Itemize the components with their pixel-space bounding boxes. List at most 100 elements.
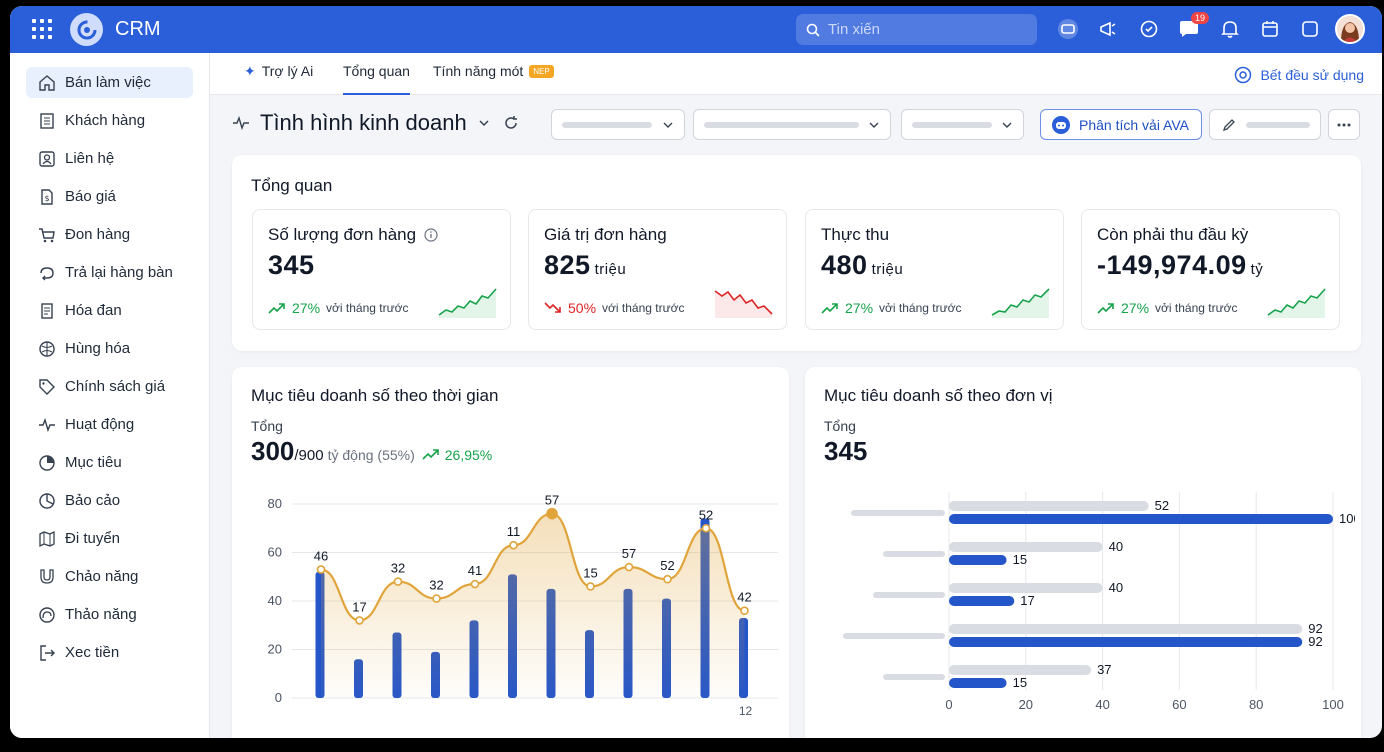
analyze-ava-button[interactable]: Phân tích vải AVA (1040, 109, 1202, 140)
kpi-card-orders[interactable]: Số lượng đơn hàng 345 27% vởi tháng trướ… (252, 209, 511, 330)
data-label: 15 (583, 565, 597, 580)
kpi-unit: triệu (871, 261, 904, 278)
filter-dropdown-3[interactable] (901, 109, 1024, 140)
data-label: 57 (622, 546, 636, 561)
refresh-icon[interactable] (503, 115, 519, 131)
pulse-icon (233, 115, 249, 131)
kpi-card-order-value[interactable]: Giá trị đơn hàng 825 triệu 50% với tháng … (528, 209, 787, 330)
total-value: 300 (251, 436, 295, 466)
sidebar-item-label: Xec tiền (65, 644, 120, 661)
unit-chart-title: Mục tiêu doanh số theo đơn vị (824, 386, 1053, 405)
sidebar-item-invoices[interactable]: Hóa đan (26, 295, 193, 326)
tab-overview[interactable]: Tổng quan (343, 63, 410, 95)
chevron-down-icon (1002, 122, 1012, 128)
sparkline (438, 288, 497, 318)
sidebar-item-label: Trả lại hàng bàn (65, 264, 173, 281)
data-point (470, 579, 480, 589)
sidebar-item-leads[interactable]: Chảo năng (26, 561, 193, 592)
sidebar-item-workspace[interactable]: Bán làm việc (26, 67, 193, 98)
sidebar-item-label: Huạt động (65, 416, 135, 433)
home-icon (39, 74, 55, 91)
kpi-compare: với tháng trước (602, 301, 685, 315)
kpi-value: 825 triệu (544, 250, 626, 281)
sidebar-item-orders[interactable]: Đon hàng (26, 219, 193, 250)
chevron-down-icon[interactable] (477, 116, 491, 130)
kpi-card-collected[interactable]: Thực thu 480 triệu 27% vởi tháng trước (805, 209, 1064, 330)
tab-label: Trợ lý Ai (261, 63, 314, 79)
data-label: 41 (468, 563, 482, 578)
more-button[interactable] (1328, 109, 1360, 140)
avatar[interactable] (1335, 14, 1365, 44)
search-input[interactable] (828, 21, 1018, 38)
data-point (432, 594, 441, 603)
kpi-percent: 27% (1121, 300, 1150, 316)
logout-icon (40, 644, 55, 661)
logo-icon[interactable] (70, 13, 103, 46)
x-tick-label: 0 (945, 697, 952, 712)
sidebar-item-reports[interactable]: Bảo cảo (26, 485, 193, 516)
window-icon[interactable] (1298, 17, 1322, 41)
actual-bar (949, 596, 1015, 606)
sidebar-item-label: Bán làm việc (65, 74, 151, 91)
filter-dropdown-1[interactable] (551, 109, 685, 140)
sidebar-item-customers[interactable]: Khách hàng (26, 105, 193, 136)
tab-ai-assistant[interactable]: ✦ Trợ lý Ai (244, 63, 313, 95)
edit-button[interactable] (1209, 109, 1321, 140)
actual-label: 100 (1339, 511, 1355, 526)
app-grid-icon[interactable] (32, 19, 52, 39)
data-point (393, 577, 403, 586)
sidebar-item-returns[interactable]: Trả lại hàng bàn (26, 257, 193, 288)
kpi-trend: 27% vởi tháng trước (821, 300, 962, 316)
sidebar-item-quotes[interactable]: $ Báo giá (26, 181, 193, 212)
kpi-label-text: Còn phải thu đầu kỳ (1097, 225, 1249, 244)
guide-link[interactable]: Bết đều sử dụng (1234, 66, 1364, 84)
total-target: /900 (294, 447, 324, 464)
sidebar-item-logout[interactable]: Xec tiền (26, 637, 193, 668)
messages-icon[interactable]: 19 (1177, 12, 1209, 41)
kpi-compare: vởi tháng trước (1155, 301, 1238, 315)
x-tick-label: 60 (1172, 697, 1186, 712)
pencil-icon (1222, 118, 1235, 131)
calendar-icon[interactable] (1258, 17, 1282, 41)
sidebar-item-label: Đon hàng (65, 226, 131, 243)
actual-label: 15 (1013, 675, 1027, 690)
target-icon (39, 454, 55, 471)
target-label: 40 (1109, 580, 1123, 595)
bell-icon[interactable] (1218, 17, 1242, 41)
support-icon (39, 606, 55, 623)
sidebar-item-pricing[interactable]: Chính sách giá (26, 371, 193, 402)
ava-icon (1052, 115, 1070, 134)
ava-button-label: Phân tích vải AVA (1079, 116, 1189, 133)
sidebar-item-support[interactable]: Thảo năng (26, 599, 193, 630)
video-icon[interactable] (1056, 17, 1080, 41)
sidebar-item-targets[interactable]: Mục tiêu (26, 447, 193, 478)
search-box[interactable] (796, 14, 1037, 45)
y-tick-label: 60 (268, 545, 282, 560)
sidebar-item-label: Đi tuyển (65, 530, 121, 547)
sidebar-item-products[interactable]: Hùng hóa (26, 333, 193, 364)
trend-up-icon (268, 303, 285, 314)
data-point (701, 523, 711, 533)
page-title: Tình hình kinh doanh (260, 110, 467, 135)
kpi-unit: triệu (594, 261, 627, 278)
chevron-down-icon (869, 122, 879, 128)
invoice-icon (41, 302, 53, 319)
target-label: 92 (1308, 621, 1322, 636)
row-label-placeholder (851, 510, 945, 516)
chat-icon[interactable] (1137, 17, 1161, 41)
megaphone-icon[interactable] (1096, 17, 1120, 41)
sidebar-item-routes[interactable]: Đi tuyển (26, 523, 193, 554)
kpi-card-receivable[interactable]: Còn phải thu đầu kỳ -149,974.09 tỷ 27% vở… (1081, 209, 1340, 330)
sparkline (714, 290, 773, 318)
kpi-unit: tỷ (1250, 261, 1264, 278)
filter-dropdown-2[interactable] (693, 109, 891, 140)
data-point (740, 606, 749, 615)
info-icon[interactable] (424, 228, 438, 242)
row-label-placeholder (873, 592, 945, 598)
sidebar-item-activities[interactable]: Huạt động (26, 409, 193, 440)
kpi-label-text: Số lượng đơn hàng (268, 225, 417, 244)
tab-new-features[interactable]: Tính năng mót NEP (433, 63, 554, 95)
data-label: 11 (507, 524, 521, 539)
x-tick-label: 80 (1249, 697, 1263, 712)
sidebar-item-contacts[interactable]: Liên hệ (26, 143, 193, 174)
